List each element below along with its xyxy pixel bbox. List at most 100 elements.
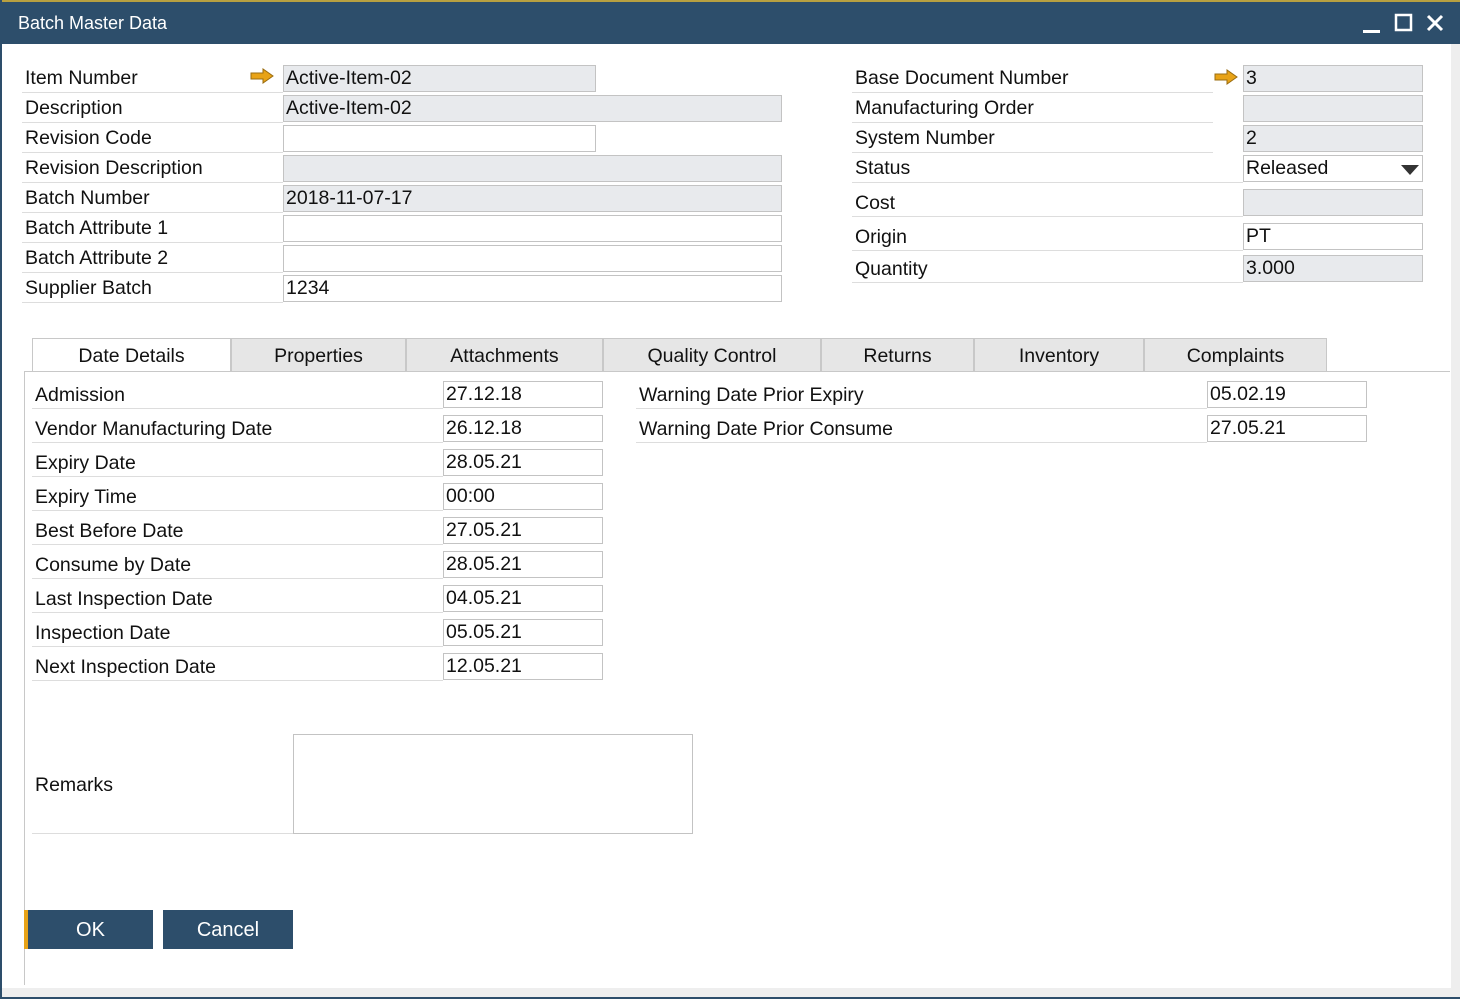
remarks-label: Remarks xyxy=(35,774,114,796)
next-inspection-date-field[interactable]: 12.05.21 xyxy=(443,653,603,680)
close-icon[interactable] xyxy=(1422,10,1448,36)
link-arrow-icon[interactable] xyxy=(250,68,274,84)
supplier-batch-label: Supplier Batch xyxy=(25,277,152,299)
inspection-date-field[interactable]: 05.05.21 xyxy=(443,619,603,646)
divider xyxy=(22,212,283,213)
divider xyxy=(32,408,443,409)
expiry-time-label: Expiry Time xyxy=(35,486,137,508)
base-document-number-label: Base Document Number xyxy=(855,67,1069,89)
base-document-number-field[interactable]: 3 xyxy=(1243,65,1423,92)
revision-code-field[interactable] xyxy=(283,125,596,152)
item-number-label: Item Number xyxy=(25,67,138,89)
tab-complaints[interactable]: Complaints xyxy=(1144,338,1327,371)
vendor-manufacturing-date-label: Vendor Manufacturing Date xyxy=(35,418,273,440)
consume-by-date-label: Consume by Date xyxy=(35,554,192,576)
system-number-label: System Number xyxy=(855,127,995,149)
status-dropdown[interactable]: Released xyxy=(1243,155,1423,182)
divider xyxy=(32,544,443,545)
divider xyxy=(22,152,283,153)
divider xyxy=(32,612,443,613)
next-inspection-date-label: Next Inspection Date xyxy=(35,656,217,678)
divider xyxy=(32,578,443,579)
warning-date-prior-expiry-field[interactable]: 05.02.19 xyxy=(1207,381,1367,408)
cost-field[interactable] xyxy=(1243,189,1423,216)
divider xyxy=(852,92,1213,93)
title-bar: Batch Master Data xyxy=(2,0,1460,44)
batch-number-field[interactable]: 2018-11-07-17 xyxy=(283,185,782,212)
batch-attribute-2-field[interactable] xyxy=(283,245,782,272)
divider xyxy=(32,476,443,477)
tab-properties[interactable]: Properties xyxy=(231,338,406,371)
origin-label: Origin xyxy=(855,226,908,248)
maximize-icon[interactable] xyxy=(1391,10,1417,36)
divider xyxy=(852,182,1243,183)
description-label: Description xyxy=(25,97,123,119)
revision-description-label: Revision Description xyxy=(25,157,203,179)
divider xyxy=(22,302,283,303)
ok-button[interactable]: OK xyxy=(24,910,153,949)
warning-date-prior-expiry-label: Warning Date Prior Expiry xyxy=(639,384,864,406)
expiry-date-label: Expiry Date xyxy=(35,452,136,474)
window-title: Batch Master Data xyxy=(18,13,168,33)
best-before-date-label: Best Before Date xyxy=(35,520,184,542)
last-inspection-date-label: Last Inspection Date xyxy=(35,588,213,610)
divider xyxy=(22,182,283,183)
tab-returns[interactable]: Returns xyxy=(821,338,974,371)
expiry-date-field[interactable]: 28.05.21 xyxy=(443,449,603,476)
supplier-batch-field[interactable]: 1234 xyxy=(283,275,782,302)
tab-attachments[interactable]: Attachments xyxy=(406,338,603,371)
last-inspection-date-field[interactable]: 04.05.21 xyxy=(443,585,603,612)
status-label: Status xyxy=(855,157,911,179)
divider xyxy=(22,122,283,123)
quantity-label: Quantity xyxy=(855,258,928,280)
divider xyxy=(852,216,1243,217)
vendor-manufacturing-date-field[interactable]: 26.12.18 xyxy=(443,415,603,442)
batch-attribute-1-label: Batch Attribute 1 xyxy=(25,217,169,239)
tab-panel-border xyxy=(24,371,1450,372)
item-number-field[interactable]: Active-Item-02 xyxy=(283,65,596,92)
divider xyxy=(636,442,1207,443)
admission-label: Admission xyxy=(35,384,125,406)
batch-attribute-1-field[interactable] xyxy=(283,215,782,242)
divider xyxy=(852,122,1213,123)
divider xyxy=(32,680,443,681)
quantity-field[interactable]: 3.000 xyxy=(1243,255,1423,282)
tab-panel-left-border xyxy=(24,371,25,985)
origin-field[interactable]: PT xyxy=(1243,223,1423,250)
divider xyxy=(22,272,283,273)
tab-inventory[interactable]: Inventory xyxy=(974,338,1144,371)
expiry-time-field[interactable]: 00:00 xyxy=(443,483,603,510)
chevron-down-icon[interactable] xyxy=(1401,165,1419,175)
divider xyxy=(22,92,283,93)
divider xyxy=(636,408,1207,409)
manufacturing-order-field[interactable] xyxy=(1243,95,1423,122)
remarks-textarea[interactable] xyxy=(293,734,693,834)
inspection-date-label: Inspection Date xyxy=(35,622,171,644)
batch-attribute-2-label: Batch Attribute 2 xyxy=(25,247,169,269)
warning-date-prior-consume-label: Warning Date Prior Consume xyxy=(639,418,893,440)
minimize-icon[interactable] xyxy=(1359,10,1385,36)
divider xyxy=(32,442,443,443)
divider xyxy=(852,282,1243,283)
consume-by-date-field[interactable]: 28.05.21 xyxy=(443,551,603,578)
revision-description-field[interactable] xyxy=(283,155,782,182)
tab-quality-control[interactable]: Quality Control xyxy=(603,338,821,371)
divider xyxy=(32,833,293,834)
warning-date-prior-consume-field[interactable]: 27.05.21 xyxy=(1207,415,1367,442)
link-arrow-icon[interactable] xyxy=(1214,69,1238,85)
description-field[interactable]: Active-Item-02 xyxy=(283,95,782,122)
divider xyxy=(22,242,283,243)
scrollbar-strip xyxy=(1451,44,1460,988)
batch-number-label: Batch Number xyxy=(25,187,150,209)
cancel-button[interactable]: Cancel xyxy=(163,910,293,949)
system-number-field[interactable]: 2 xyxy=(1243,125,1423,152)
best-before-date-field[interactable]: 27.05.21 xyxy=(443,517,603,544)
admission-field[interactable]: 27.12.18 xyxy=(443,381,603,408)
divider xyxy=(852,250,1243,251)
cost-label: Cost xyxy=(855,192,896,214)
revision-code-label: Revision Code xyxy=(25,127,152,149)
tab-date-details[interactable]: Date Details xyxy=(32,338,231,372)
manufacturing-order-label: Manufacturing Order xyxy=(855,97,1034,119)
divider xyxy=(32,510,443,511)
